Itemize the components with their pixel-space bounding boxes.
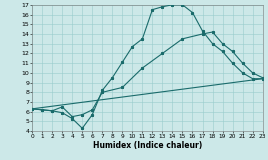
X-axis label: Humidex (Indice chaleur): Humidex (Indice chaleur)	[93, 141, 202, 150]
